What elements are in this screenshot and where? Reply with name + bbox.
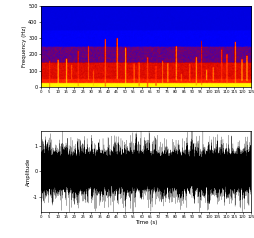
- X-axis label: Time (s): Time (s): [134, 220, 156, 225]
- Y-axis label: Amplitude: Amplitude: [26, 157, 31, 186]
- Y-axis label: Frequency (Hz): Frequency (Hz): [22, 26, 27, 67]
